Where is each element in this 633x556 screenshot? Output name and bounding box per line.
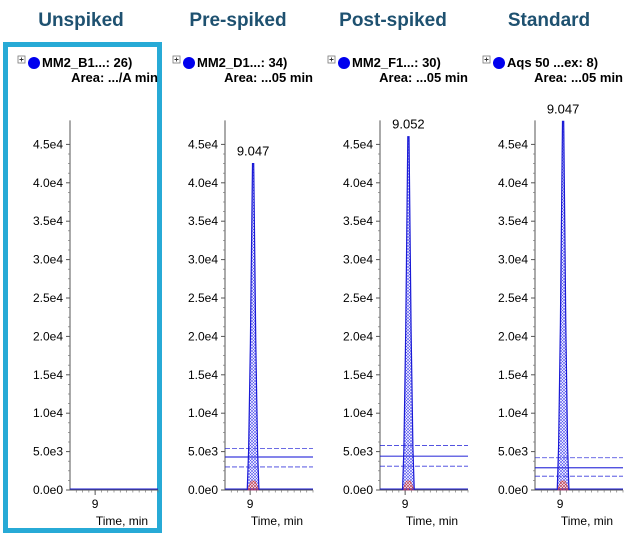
peak-rt-label: 9.047 bbox=[237, 144, 270, 159]
peak-trace-line bbox=[401, 136, 415, 491]
x-tick-label: 9 bbox=[402, 497, 409, 511]
y-tick-label: 1.0e4 bbox=[188, 406, 218, 420]
y-tick-label: 1.0e4 bbox=[33, 406, 63, 420]
column-title-pre-spiked: Pre-spiked bbox=[189, 10, 287, 31]
y-tick-label: 2.0e4 bbox=[343, 329, 373, 343]
legend-marker-circle bbox=[183, 57, 195, 69]
y-tick-label: 4.0e4 bbox=[188, 176, 218, 190]
y-tick-label: 3.5e4 bbox=[343, 214, 373, 228]
y-tick-label: 5.0e3 bbox=[188, 445, 218, 459]
plus-icon bbox=[19, 57, 24, 62]
area-label: Area: .../A min bbox=[71, 70, 158, 85]
y-tick-label: 4.5e4 bbox=[188, 137, 218, 151]
legend-marker-circle bbox=[338, 57, 350, 69]
x-axis-label: Time, min bbox=[406, 514, 458, 528]
y-tick-label: 3.0e4 bbox=[33, 253, 63, 267]
y-tick-label: 2.5e4 bbox=[188, 291, 218, 305]
area-label: Area: ...05 min bbox=[534, 70, 623, 85]
y-tick-label: 3.0e4 bbox=[498, 253, 528, 267]
y-tick-label: 3.5e4 bbox=[33, 214, 63, 228]
y-tick-label: 1.0e4 bbox=[343, 406, 373, 420]
y-tick-label: 5.0e3 bbox=[343, 445, 373, 459]
peak-trace-line bbox=[556, 120, 570, 491]
y-tick-label: 4.0e4 bbox=[343, 176, 373, 190]
y-tick-label: 4.5e4 bbox=[33, 137, 63, 151]
peak-rt-label: 9.047 bbox=[547, 101, 580, 116]
y-tick-label: 1.5e4 bbox=[498, 368, 528, 382]
y-tick-label: 0.0e0 bbox=[188, 483, 218, 497]
panel-header-label: MM2_B1...: 26) bbox=[42, 55, 132, 70]
y-tick-label: 5.0e3 bbox=[498, 445, 528, 459]
y-tick-label: 2.5e4 bbox=[498, 291, 528, 305]
y-tick-label: 1.5e4 bbox=[343, 368, 373, 382]
column-title-post-spiked: Post-spiked bbox=[339, 10, 447, 31]
legend-marker-circle bbox=[493, 57, 505, 69]
y-tick-label: 4.0e4 bbox=[498, 176, 528, 190]
y-tick-label: 2.0e4 bbox=[33, 329, 63, 343]
peak-rt-label: 9.052 bbox=[392, 117, 425, 132]
y-tick-label: 1.0e4 bbox=[498, 406, 528, 420]
area-label: Area: ...05 min bbox=[379, 70, 468, 85]
x-tick-label: 9 bbox=[247, 497, 254, 511]
panel-header-label: Aqs 50 ...ex: 8) bbox=[507, 55, 598, 70]
x-tick-label: 9 bbox=[92, 497, 99, 511]
y-tick-label: 2.0e4 bbox=[188, 329, 218, 343]
y-tick-label: 2.5e4 bbox=[33, 291, 63, 305]
peak-baseline-fill bbox=[556, 480, 570, 491]
y-tick-label: 4.5e4 bbox=[498, 137, 528, 151]
area-label: Area: ...05 min bbox=[224, 70, 313, 85]
column-title-unspiked: Unspiked bbox=[38, 10, 124, 31]
y-tick-label: 1.5e4 bbox=[188, 368, 218, 382]
y-tick-label: 4.5e4 bbox=[343, 137, 373, 151]
y-tick-label: 2.0e4 bbox=[498, 329, 528, 343]
panel-header-label: MM2_D1...: 34) bbox=[197, 55, 287, 70]
column-title-standard: Standard bbox=[507, 10, 591, 31]
legend-marker-circle bbox=[28, 57, 40, 69]
plus-icon bbox=[484, 57, 489, 62]
x-axis-label: Time, min bbox=[96, 514, 148, 528]
x-axis-label: Time, min bbox=[251, 514, 303, 528]
peak-trace-line bbox=[246, 163, 260, 491]
y-tick-label: 0.0e0 bbox=[498, 483, 528, 497]
y-tick-label: 0.0e0 bbox=[33, 483, 63, 497]
y-tick-label: 3.5e4 bbox=[188, 214, 218, 228]
y-tick-label: 2.5e4 bbox=[343, 291, 373, 305]
peak-baseline-fill bbox=[402, 480, 415, 491]
plus-icon bbox=[329, 57, 334, 62]
panel-header-label: MM2_F1...: 30) bbox=[352, 55, 441, 70]
y-tick-label: 0.0e0 bbox=[343, 483, 373, 497]
y-tick-label: 1.5e4 bbox=[33, 368, 63, 382]
y-tick-label: 4.0e4 bbox=[33, 176, 63, 190]
y-tick-label: 5.0e3 bbox=[33, 445, 63, 459]
x-tick-label: 9 bbox=[557, 497, 564, 511]
plus-icon bbox=[174, 57, 179, 62]
peak-baseline-fill bbox=[246, 480, 260, 491]
y-tick-label: 3.0e4 bbox=[188, 253, 218, 267]
y-tick-label: 3.5e4 bbox=[498, 214, 528, 228]
x-axis-label: Time, min bbox=[561, 514, 613, 528]
highlight-box bbox=[3, 42, 162, 533]
y-tick-label: 3.0e4 bbox=[343, 253, 373, 267]
